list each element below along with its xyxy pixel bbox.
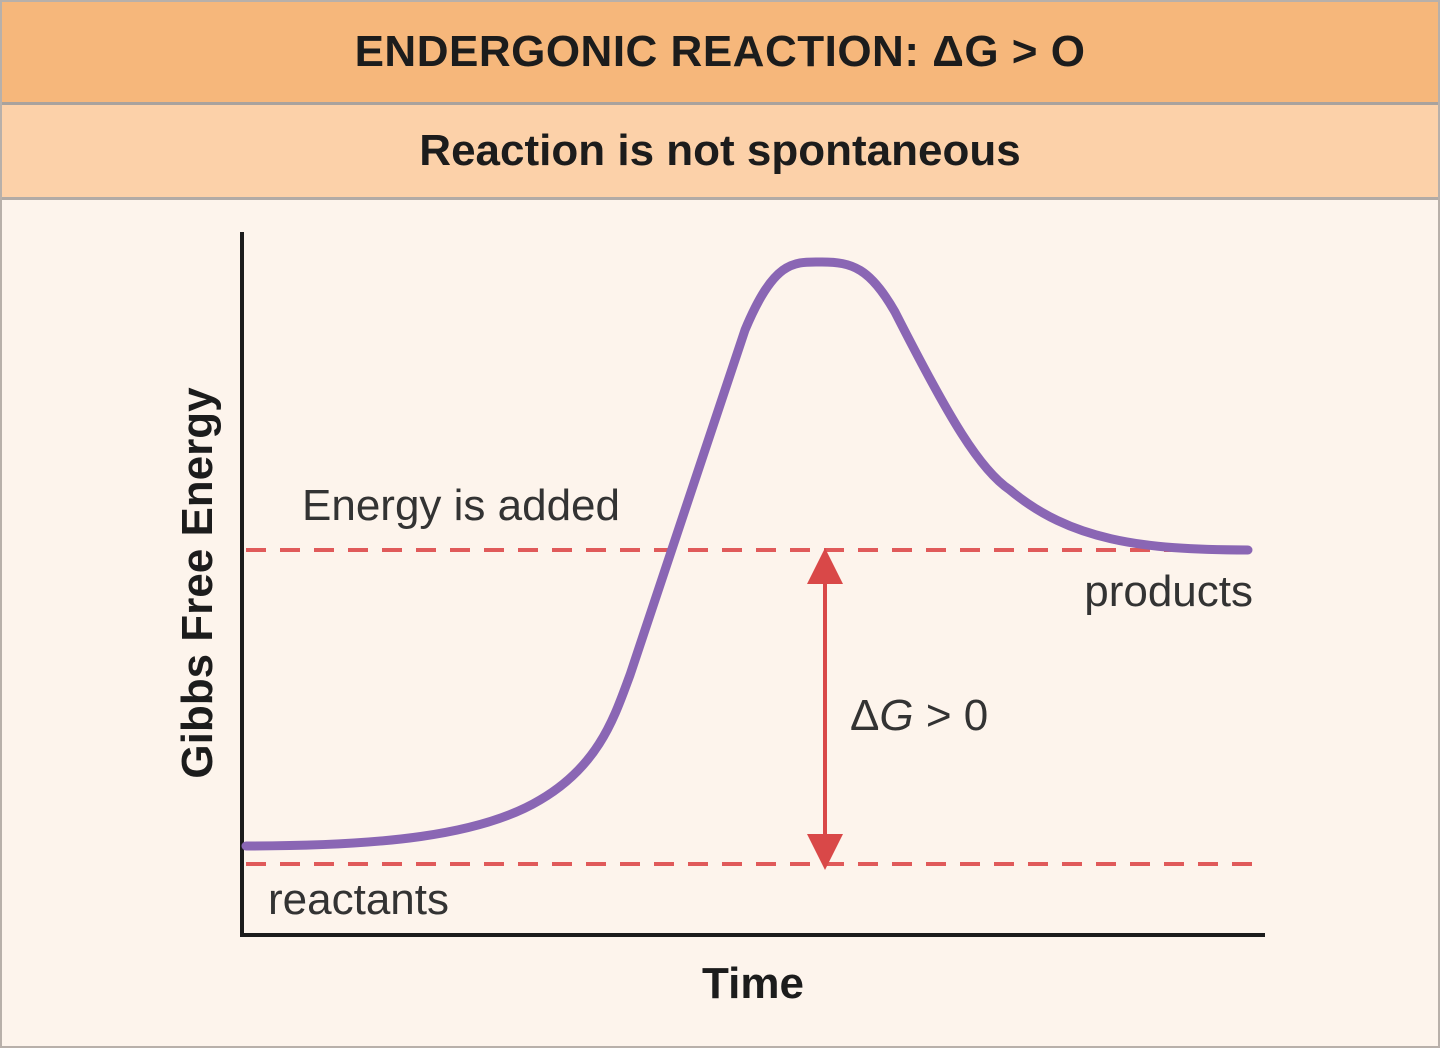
subtitle-bar: Reaction is not spontaneous [2, 105, 1438, 200]
reactants-label: reactants [268, 875, 449, 924]
delta-symbol: Δ [850, 691, 879, 740]
free-energy-curve [241, 257, 1253, 851]
delta-g-label: ΔG > 0 [850, 691, 988, 740]
diagram-subtitle: Reaction is not spontaneous [419, 126, 1021, 175]
title-bar: ENDERGONIC REACTION: ΔG > O [2, 2, 1438, 105]
g-variable: G [879, 691, 913, 740]
x-axis-label: Time [702, 959, 804, 1008]
energy-added-label: Energy is added [302, 481, 620, 530]
products-label: products [1084, 567, 1253, 616]
diagram-title: ENDERGONIC REACTION: ΔG > O [354, 27, 1086, 76]
y-axis-label: Gibbs Free Energy [173, 387, 222, 779]
delta-g-relation: > 0 [914, 691, 989, 740]
